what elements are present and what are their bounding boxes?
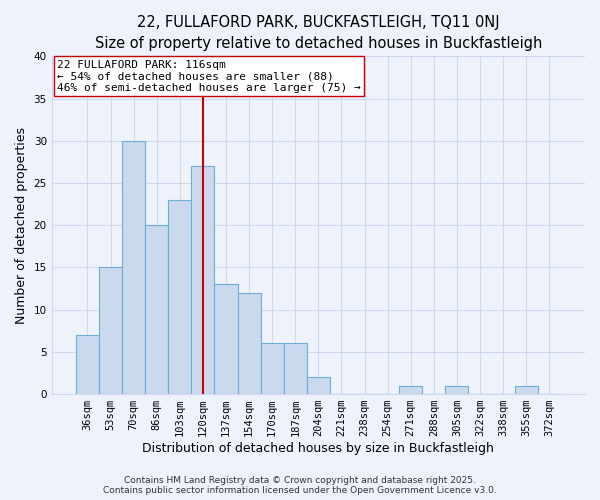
Y-axis label: Number of detached properties: Number of detached properties bbox=[15, 126, 28, 324]
Bar bbox=[307, 377, 330, 394]
Bar bbox=[214, 284, 238, 394]
Bar bbox=[168, 200, 191, 394]
Text: Contains HM Land Registry data © Crown copyright and database right 2025.
Contai: Contains HM Land Registry data © Crown c… bbox=[103, 476, 497, 495]
Bar bbox=[122, 141, 145, 394]
Bar bbox=[191, 166, 214, 394]
Text: 22 FULLAFORD PARK: 116sqm
← 54% of detached houses are smaller (88)
46% of semi-: 22 FULLAFORD PARK: 116sqm ← 54% of detac… bbox=[57, 60, 361, 93]
Bar bbox=[260, 344, 284, 394]
Title: 22, FULLAFORD PARK, BUCKFASTLEIGH, TQ11 0NJ
Size of property relative to detache: 22, FULLAFORD PARK, BUCKFASTLEIGH, TQ11 … bbox=[95, 15, 542, 51]
X-axis label: Distribution of detached houses by size in Buckfastleigh: Distribution of detached houses by size … bbox=[142, 442, 494, 455]
Bar bbox=[515, 386, 538, 394]
Bar bbox=[238, 293, 260, 394]
Bar bbox=[76, 335, 99, 394]
Bar bbox=[445, 386, 469, 394]
Bar bbox=[284, 344, 307, 394]
Bar bbox=[399, 386, 422, 394]
Bar bbox=[145, 225, 168, 394]
Bar bbox=[99, 268, 122, 394]
